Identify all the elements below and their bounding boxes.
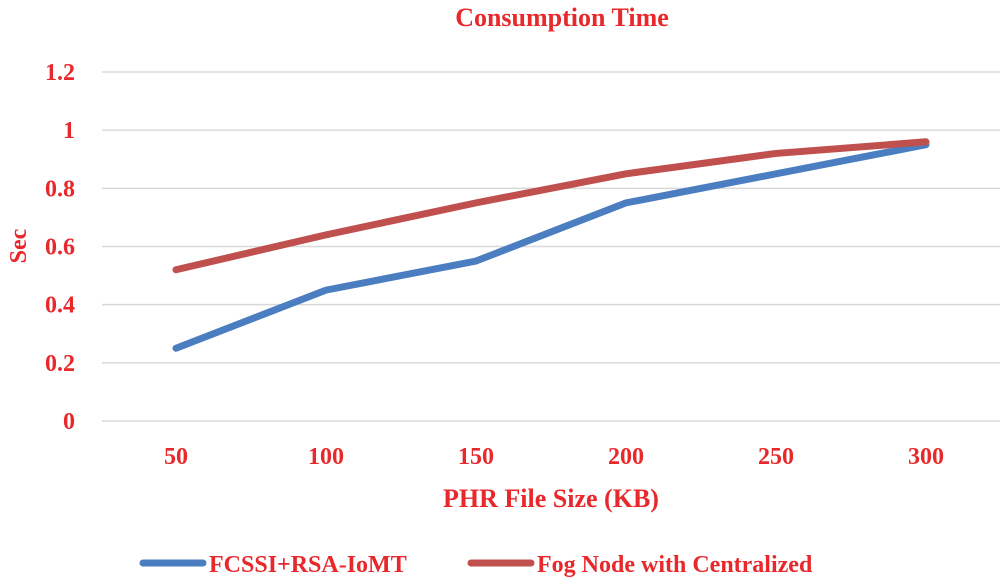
y-tick-label: 0.8 <box>45 176 75 202</box>
y-tick-labels: 0 0.2 0.4 0.6 0.8 1 1.2 <box>45 60 75 435</box>
series-layer <box>176 142 926 349</box>
legend-label-1: Fog Node with Centralized <box>537 552 813 578</box>
y-tick-label: 1 <box>63 118 75 144</box>
series-line-1 <box>176 142 926 270</box>
x-tick-label: 150 <box>458 444 494 470</box>
x-tick-labels: 50 100 150 200 250 300 <box>164 444 944 470</box>
y-tick-label: 0.2 <box>45 351 75 377</box>
x-tick-label: 250 <box>758 444 794 470</box>
x-axis-label: PHR File Size (KB) <box>443 484 659 513</box>
chart-title: Consumption Time <box>455 3 669 32</box>
x-tick-label: 100 <box>308 444 344 470</box>
y-tick-label: 1.2 <box>45 60 75 86</box>
y-tick-label: 0 <box>63 409 75 435</box>
x-tick-label: 200 <box>608 444 644 470</box>
x-tick-label: 300 <box>908 444 944 470</box>
legend-label-0: FCSSI+RSA-IoMT <box>209 552 407 578</box>
legend: FCSSI+RSA-IoMT Fog Node with Centralized <box>143 552 813 578</box>
x-tick-label: 50 <box>164 444 188 470</box>
grid-layer <box>102 72 1000 421</box>
y-axis-label: Sec <box>6 228 32 263</box>
y-tick-label: 0.6 <box>45 235 75 261</box>
y-tick-label: 0.4 <box>45 293 75 319</box>
